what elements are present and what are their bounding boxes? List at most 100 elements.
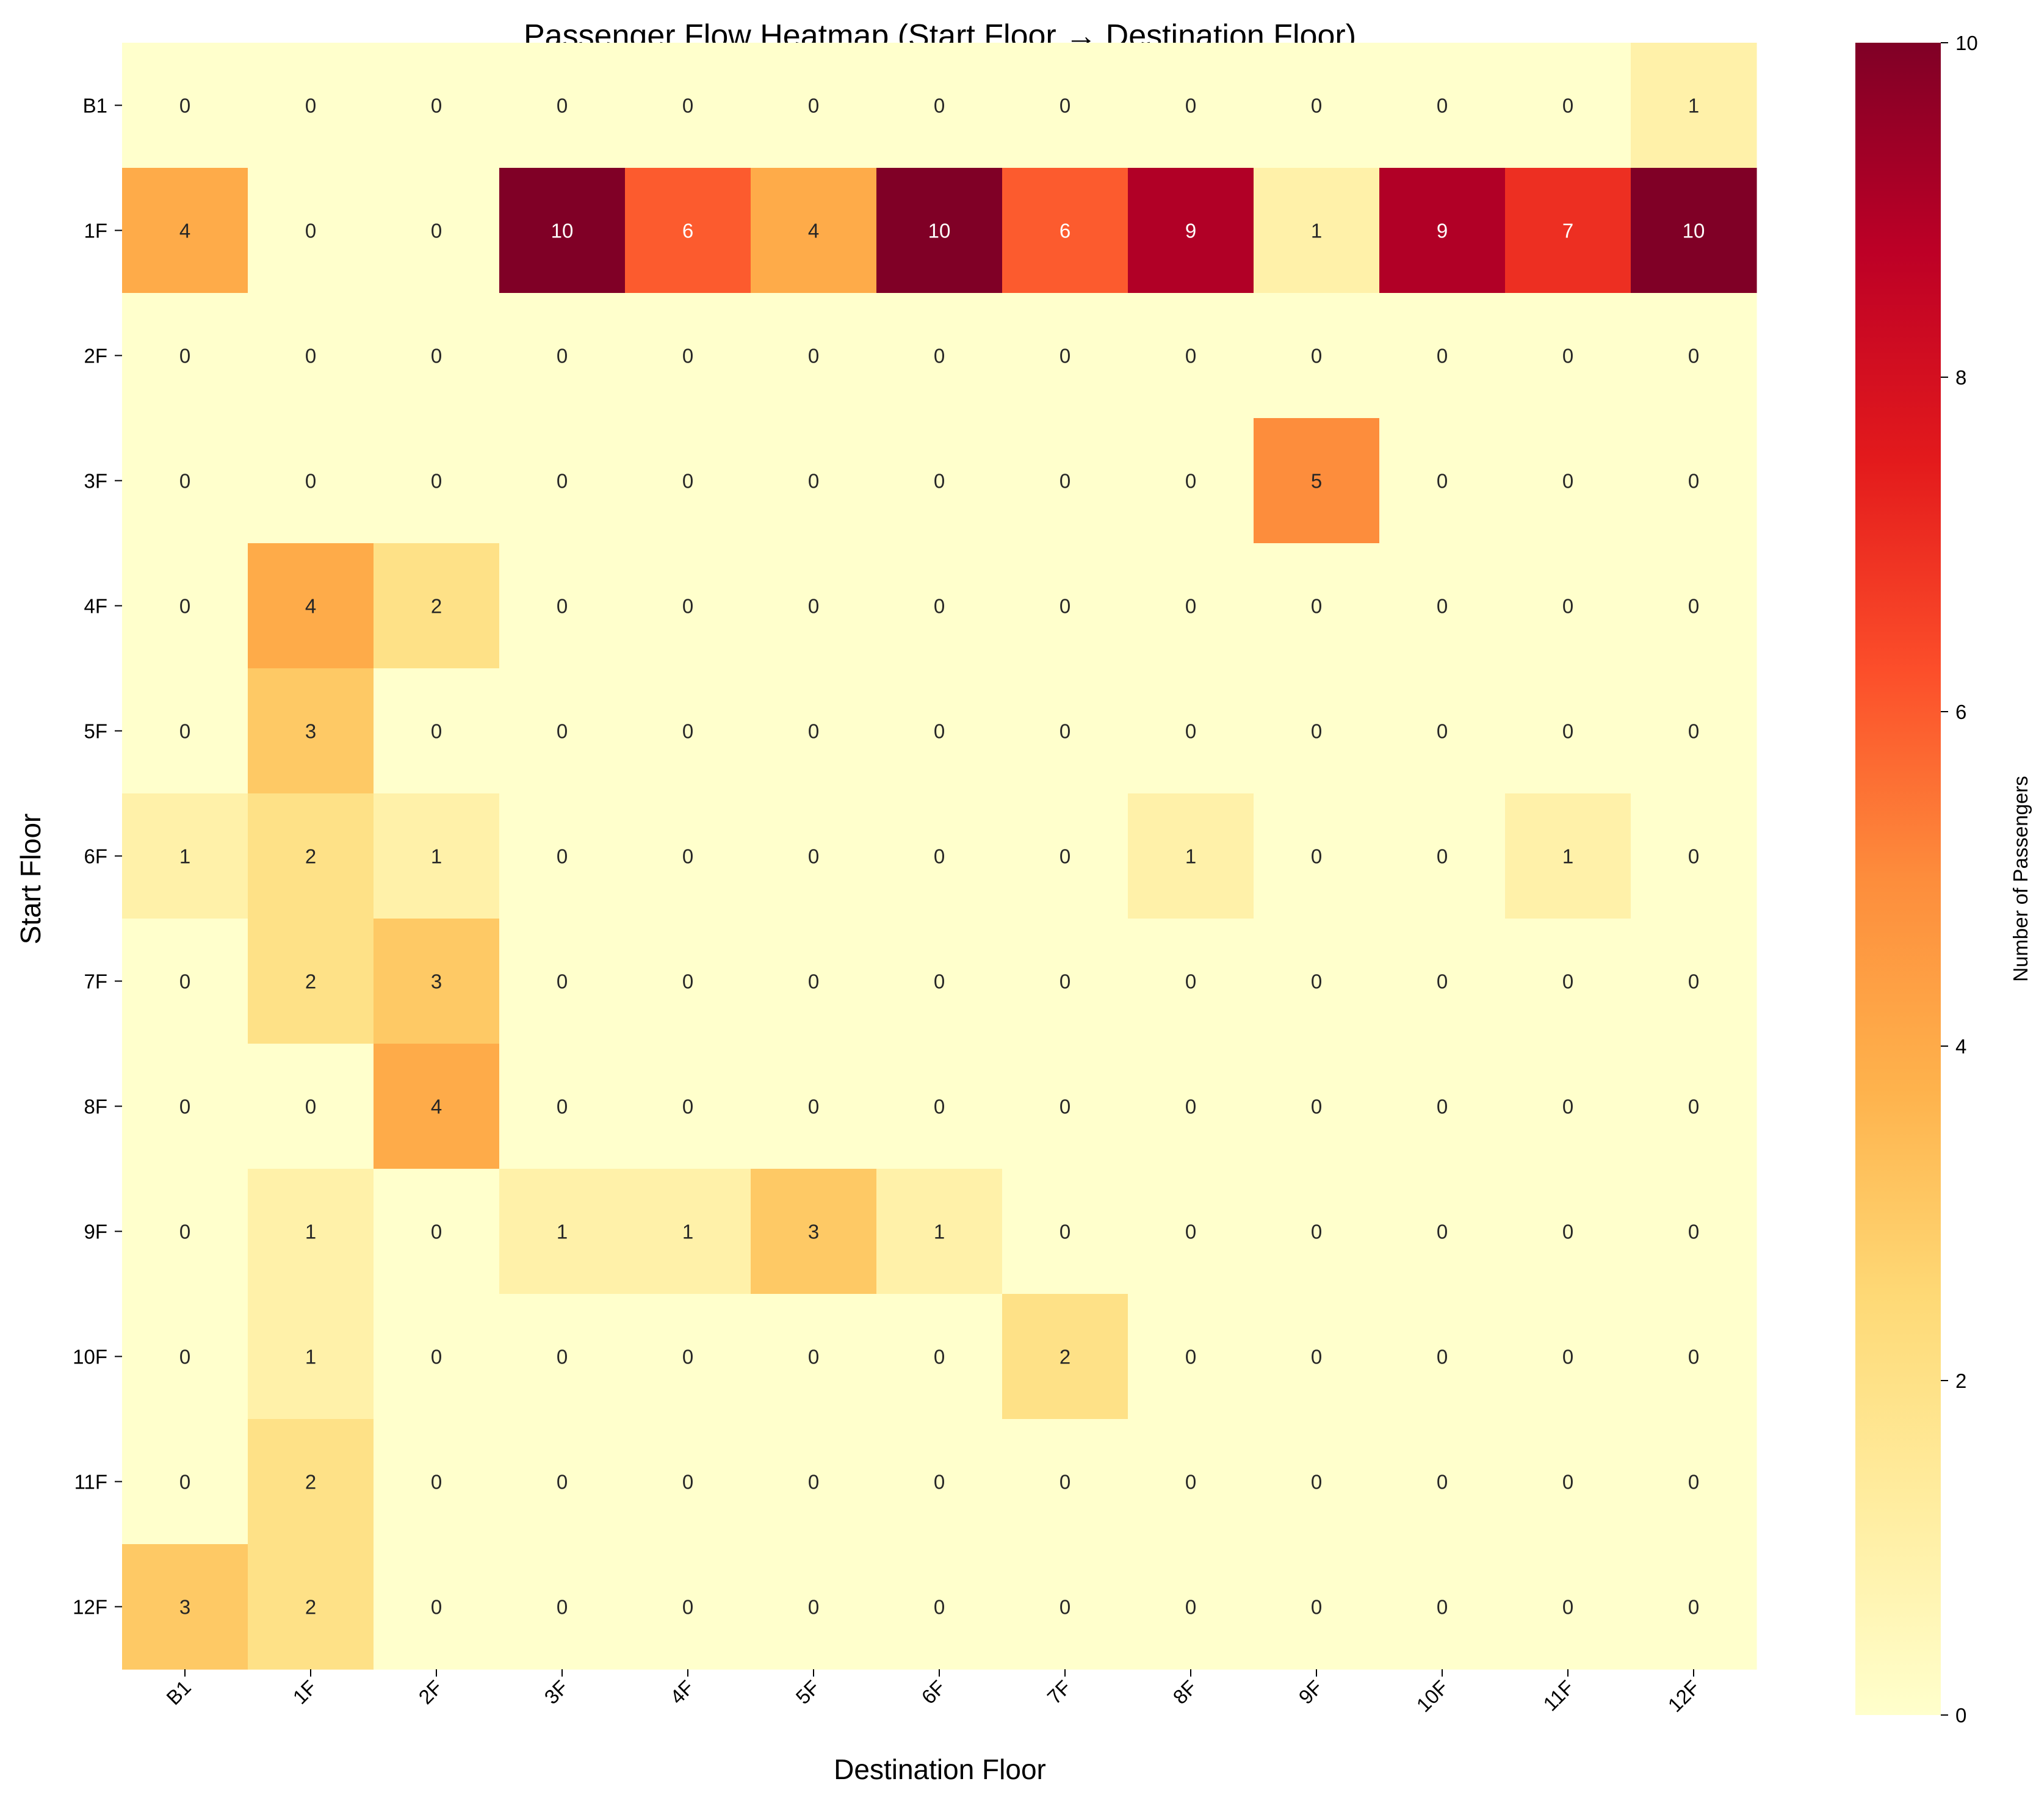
heatmap-cell — [1128, 668, 1254, 794]
heatmap-cell — [751, 293, 877, 419]
cell-value-label: 0 — [1562, 345, 1573, 367]
heatmap-cell — [625, 919, 751, 1044]
heatmap-cell — [1128, 1169, 1254, 1295]
cell-value-label: 7 — [1562, 220, 1573, 242]
cell-value-label: 0 — [1311, 1096, 1322, 1118]
cell-value-label: 0 — [934, 95, 945, 117]
heatmap-cell — [625, 43, 751, 168]
cell-value-label: 2 — [305, 970, 316, 993]
x-tick-label: 9F — [1294, 1676, 1327, 1708]
cell-value-label: 0 — [934, 720, 945, 743]
cell-value-label: 0 — [1688, 970, 1699, 993]
heatmap-cell — [374, 168, 500, 294]
heatmap-cell — [751, 1294, 877, 1420]
cell-value-label: 0 — [1060, 1221, 1070, 1243]
heatmap-cell — [499, 1044, 626, 1169]
x-axis-label: Destination Floor — [834, 1753, 1046, 1785]
heatmap-cell — [1505, 1294, 1631, 1420]
cell-value-label: 0 — [808, 720, 819, 743]
heatmap-cell — [248, 293, 374, 419]
cell-value-label: 0 — [1185, 1096, 1196, 1118]
heatmap-cell — [876, 668, 1003, 794]
cell-value-label: 0 — [1060, 1471, 1070, 1493]
heatmap-cell — [876, 168, 1003, 294]
cell-value-label: 0 — [808, 1596, 819, 1619]
heatmap-cell — [751, 1044, 877, 1169]
cell-value-label: 0 — [1688, 720, 1699, 743]
cell-value-label: 0 — [1311, 1346, 1322, 1368]
heatmap-cell — [625, 1294, 751, 1420]
heatmap-cell — [625, 793, 751, 919]
cell-value-label: 0 — [934, 595, 945, 618]
cell-value-label: 0 — [431, 1346, 442, 1368]
cell-value-label: 1 — [431, 845, 442, 868]
colorbar-tick-label: 10 — [1955, 32, 1978, 54]
cell-value-label: 0 — [557, 720, 568, 743]
cell-value-label: 0 — [682, 720, 693, 743]
cell-value-label: 0 — [808, 595, 819, 618]
y-tick-label: 8F — [84, 1096, 107, 1118]
colorbar-tick-label: 4 — [1955, 1035, 1966, 1058]
heatmap-cell — [751, 1419, 877, 1545]
heatmap-cell — [1505, 418, 1631, 544]
cell-value-label: 0 — [1688, 1596, 1699, 1619]
cell-value-label: 0 — [1060, 595, 1070, 618]
heatmap-cell — [751, 1544, 877, 1670]
heatmap-cell — [876, 1544, 1003, 1670]
heatmap-cell — [499, 1169, 626, 1295]
heatmap-cell — [1631, 1544, 1757, 1670]
heatmap-cell — [1505, 43, 1631, 168]
y-tick-label: 3F — [84, 470, 107, 493]
heatmap-cell — [499, 793, 626, 919]
heatmap-cell — [1254, 1044, 1380, 1169]
heatmap-cell — [1002, 168, 1128, 294]
heatmap-cell — [122, 1419, 248, 1545]
cell-value-label: 9 — [1437, 220, 1448, 242]
heatmap-cell — [1379, 919, 1506, 1044]
heatmap-cell — [1631, 668, 1757, 794]
heatmap-cell — [1128, 793, 1254, 919]
heatmap-cell — [1128, 1294, 1254, 1420]
cell-value-label: 0 — [682, 345, 693, 367]
cell-value-label: 0 — [179, 595, 190, 618]
heatmap-cell — [1505, 168, 1631, 294]
cell-value-label: 0 — [934, 970, 945, 993]
cell-value-label: 1 — [682, 1221, 693, 1243]
cell-value-label: 0 — [1437, 720, 1448, 743]
heatmap-cell — [1254, 543, 1380, 669]
y-tick-label: 6F — [84, 845, 107, 868]
heatmap-cell — [1505, 1419, 1631, 1545]
cell-value-label: 2 — [431, 595, 442, 618]
heatmap-cell — [122, 168, 248, 294]
heatmap-cell — [248, 919, 374, 1044]
cell-value-label: 0 — [1185, 470, 1196, 493]
heatmap-cell — [374, 43, 500, 168]
heatmap-cell — [1631, 919, 1757, 1044]
cell-value-label: 0 — [808, 845, 819, 868]
heatmap-cell — [499, 1544, 626, 1670]
heatmap-cell — [876, 43, 1003, 168]
heatmap-cell — [625, 1544, 751, 1670]
heatmap-cell — [248, 1169, 374, 1295]
cell-value-label: 0 — [934, 470, 945, 493]
colorbar-ticks: 0 2 4 6 8 10 — [1941, 32, 1978, 1727]
heatmap-cell — [122, 919, 248, 1044]
heatmap-cell — [1128, 1544, 1254, 1670]
cell-value-label: 0 — [808, 95, 819, 117]
cell-value-label: 0 — [682, 1346, 693, 1368]
colorbar-label: Number of Passengers — [2009, 776, 2032, 982]
heatmap-cell — [1379, 668, 1506, 794]
cell-value-label: 0 — [431, 1221, 442, 1243]
cell-value-label: 0 — [305, 345, 316, 367]
heatmap-cell — [248, 43, 374, 168]
cell-value-label: 0 — [557, 470, 568, 493]
heatmap-cell — [1379, 1044, 1506, 1169]
heatmap-cell — [876, 793, 1003, 919]
heatmap-cell — [1002, 919, 1128, 1044]
heatmap-cell — [1002, 418, 1128, 544]
heatmap-cell — [374, 293, 500, 419]
heatmap-cell — [1128, 1419, 1254, 1545]
cell-value-label: 0 — [305, 220, 316, 242]
cell-value-label: 4 — [179, 220, 190, 242]
cell-value-label: 0 — [1437, 470, 1448, 493]
